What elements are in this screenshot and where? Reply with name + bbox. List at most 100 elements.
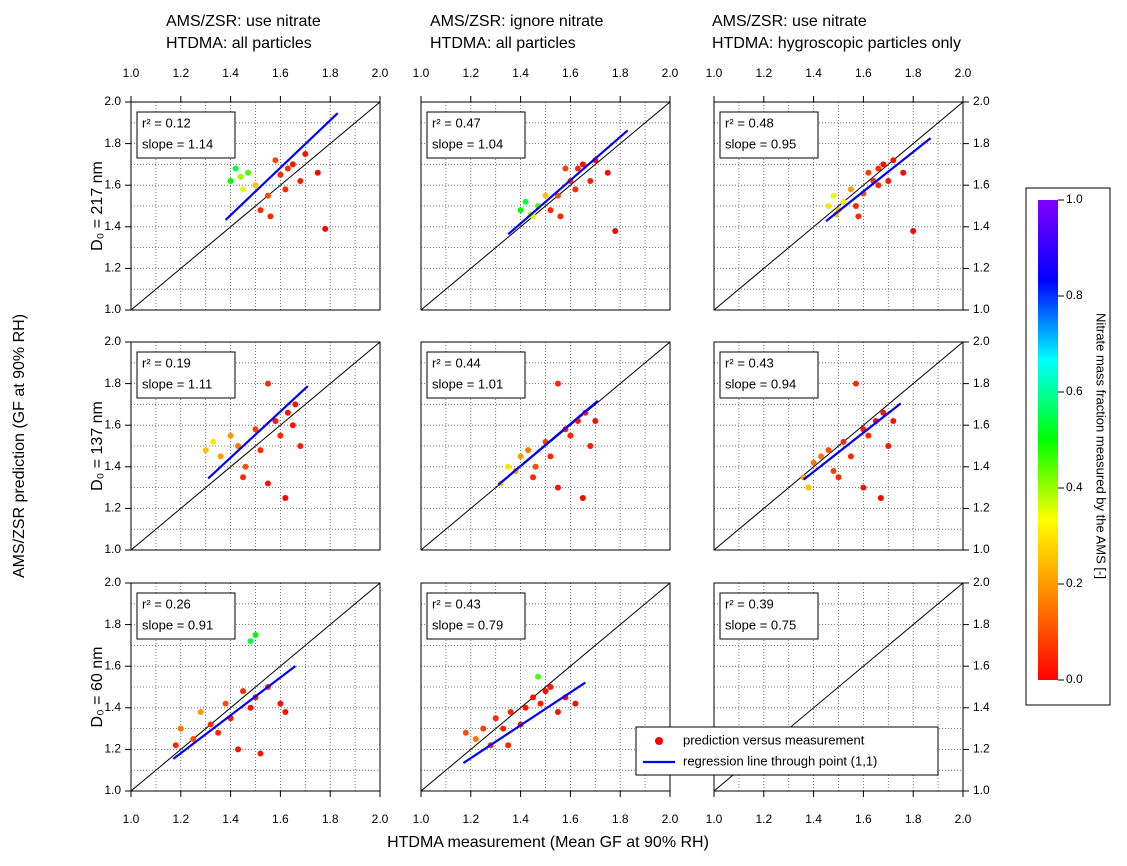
x-tick-label: 2.0 bbox=[955, 66, 972, 80]
point bbox=[535, 673, 542, 680]
point bbox=[242, 463, 249, 470]
point bbox=[264, 380, 271, 387]
regression-line bbox=[172, 665, 297, 760]
annotation-box bbox=[426, 592, 526, 640]
annotation-box bbox=[426, 351, 526, 399]
point bbox=[505, 742, 512, 749]
x-tick-label: 1.2 bbox=[172, 812, 189, 826]
point bbox=[885, 178, 892, 185]
y-tick-label: 1.2 bbox=[973, 501, 990, 515]
one-to-one-line bbox=[130, 341, 381, 551]
x-tick-label: 1.2 bbox=[462, 812, 479, 826]
panel: 1.0 1.2 1.4 1.6 1.8 2.0 r² = 0.43 slope = 0.94 bbox=[713, 334, 990, 556]
point bbox=[202, 447, 209, 454]
annotation-box bbox=[719, 111, 819, 159]
annotation: r² = 0.12 bbox=[142, 115, 191, 130]
plot-frame bbox=[130, 582, 381, 792]
point bbox=[818, 453, 825, 460]
y-tick-label: 2.0 bbox=[973, 94, 990, 108]
point bbox=[245, 169, 252, 176]
panel: 1.0 1.2 1.4 1.6 1.8 2.01.01.21.41.61.82.0r² =… bbox=[706, 66, 990, 316]
plot-frame bbox=[130, 341, 381, 551]
plot-frame bbox=[713, 582, 964, 792]
y-tick-label: 1.6 bbox=[104, 417, 121, 431]
y-tick-label: 1.2 bbox=[973, 742, 990, 756]
plot-frame bbox=[420, 101, 671, 311]
x-tick-label: 1.4 bbox=[805, 66, 822, 80]
annotation: r² = 0.43 bbox=[725, 355, 774, 370]
x-tick-label: 2.0 bbox=[662, 66, 679, 80]
x-tick-label: 1.6 bbox=[562, 812, 579, 826]
point bbox=[532, 463, 539, 470]
panel: 1.0 1.2 1.4 1.6 1.8 2.01.01.21.41.61.82.0r² =… bbox=[706, 575, 990, 826]
point bbox=[890, 157, 897, 164]
point bbox=[910, 227, 917, 234]
point bbox=[505, 463, 512, 470]
y-tick-label: 1.2 bbox=[104, 261, 121, 275]
point bbox=[547, 684, 554, 690]
one-to-one-line bbox=[713, 101, 964, 311]
point bbox=[579, 161, 586, 168]
y-tick-label: 1.4 bbox=[973, 219, 990, 233]
y-tick-label: 1.8 bbox=[973, 376, 990, 390]
legend-label: prediction versus measurement bbox=[683, 732, 865, 747]
x-tick-label: 2.0 bbox=[955, 812, 972, 826]
point bbox=[172, 742, 179, 749]
plot-frame bbox=[130, 101, 381, 311]
point bbox=[554, 192, 561, 199]
point bbox=[190, 736, 197, 742]
point bbox=[567, 432, 574, 439]
point bbox=[805, 484, 812, 491]
x-tick-label: 1.0 bbox=[413, 812, 430, 826]
point bbox=[530, 694, 537, 701]
point bbox=[587, 443, 594, 449]
annotation-box bbox=[426, 111, 526, 159]
point bbox=[852, 380, 859, 387]
y-tick-label: 1.2 bbox=[104, 501, 121, 515]
point bbox=[517, 207, 524, 214]
x-tick-label: 1.4 bbox=[512, 812, 529, 826]
point bbox=[264, 480, 271, 487]
annotation: r² = 0.39 bbox=[725, 596, 774, 611]
point bbox=[860, 484, 867, 491]
y-tick-label: 1.2 bbox=[973, 261, 990, 275]
one-to-one-line bbox=[420, 101, 671, 311]
y-tick-label: 1.8 bbox=[973, 136, 990, 150]
x-tick-label: 1.2 bbox=[172, 66, 189, 80]
point bbox=[579, 495, 586, 501]
plot-frame bbox=[420, 582, 671, 792]
y-tick-label: 1.6 bbox=[973, 658, 990, 672]
colorbar-label: Nitrate mass fraction measured by the AM… bbox=[1094, 313, 1109, 579]
point bbox=[277, 171, 284, 178]
annotation: slope = 0.91 bbox=[142, 617, 213, 632]
point bbox=[235, 746, 242, 753]
point bbox=[282, 495, 289, 501]
annotation: slope = 1.14 bbox=[142, 136, 213, 151]
panel: 1.0 1.2 1.4 1.6 1.8 2.01.01.21.41.61.82.0r² =… bbox=[104, 66, 388, 316]
y-tick-label: 1.4 bbox=[973, 459, 990, 473]
y-tick-label: 1.6 bbox=[973, 177, 990, 191]
annotation: slope = 0.95 bbox=[725, 136, 796, 151]
one-to-one-line bbox=[713, 341, 964, 551]
plot-frame bbox=[713, 341, 964, 551]
point bbox=[314, 169, 321, 176]
point bbox=[825, 447, 832, 454]
colorbar: 0.0 0.2 0.4 0.6 0.8 1.0 Nitrate mass fraction … bbox=[1025, 187, 1111, 706]
point bbox=[522, 704, 529, 711]
point bbox=[492, 715, 499, 722]
legend-box bbox=[635, 726, 939, 776]
column-title: HTDMA: all particles bbox=[166, 35, 312, 52]
point bbox=[830, 467, 837, 474]
regression-line bbox=[462, 681, 586, 764]
annotation: r² = 0.19 bbox=[142, 355, 191, 370]
point bbox=[227, 178, 234, 185]
point bbox=[554, 708, 561, 715]
panel: r² = 0.44 slope = 1.01 bbox=[420, 341, 671, 551]
colorbar-tick-label: 0.0 bbox=[1066, 672, 1083, 686]
plot-frame bbox=[713, 101, 964, 311]
point bbox=[865, 432, 872, 439]
y-tick-label: 1.8 bbox=[104, 136, 121, 150]
x-tick-label: 1.0 bbox=[413, 66, 430, 80]
annotation-box bbox=[719, 351, 819, 399]
